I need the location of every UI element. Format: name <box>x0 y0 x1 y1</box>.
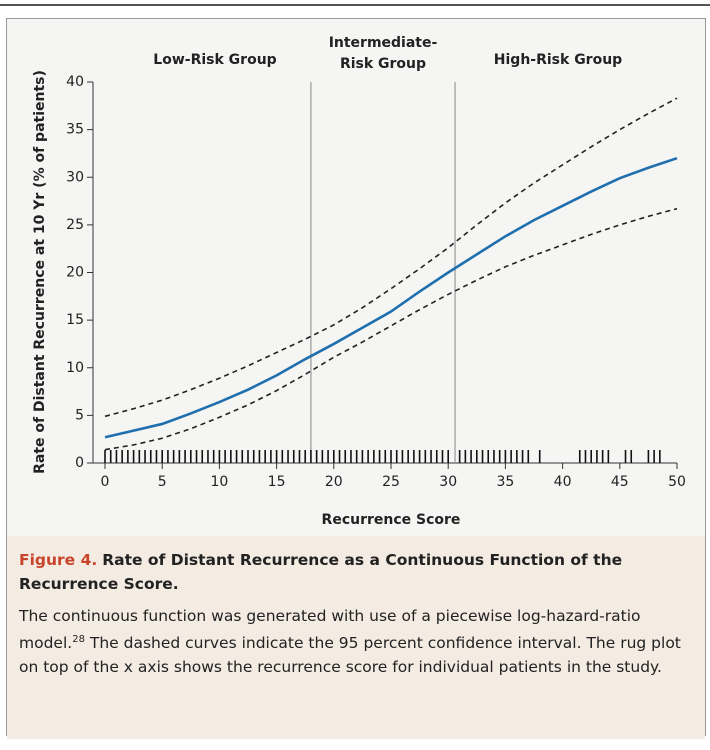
y-tick-label: 15 <box>66 312 84 328</box>
x-tick-label: 10 <box>210 474 228 490</box>
annotation: Intermediate- <box>329 35 438 51</box>
x-axis-label: Recurrence Score <box>322 512 461 528</box>
x-tick-label: 0 <box>101 474 110 490</box>
series-line <box>104 207 678 451</box>
y-tick-label: 35 <box>66 122 84 138</box>
x-tick-label: 45 <box>611 474 629 490</box>
y-tick-label: 10 <box>66 360 84 376</box>
annotation: Risk Group <box>340 56 426 72</box>
y-tick-label: 5 <box>75 407 84 423</box>
y-axis-label: Rate of Distant Recurrence at 10 Yr (% o… <box>32 70 48 474</box>
y-tick-label: 20 <box>66 265 84 281</box>
series-line <box>104 97 678 418</box>
caption-text: The dashed curves indicate the 95 percen… <box>19 634 681 677</box>
x-tick-label: 50 <box>668 474 686 490</box>
annotation: Low-Risk Group <box>153 52 276 68</box>
figure-label: Figure 4. <box>19 551 98 569</box>
x-tick-label: 25 <box>382 474 400 490</box>
x-tick-label: 35 <box>496 474 514 490</box>
caption-text: The continuous function was generated wi… <box>19 607 641 653</box>
caption: Figure 4. Rate of Distant Recurrence as … <box>7 536 705 739</box>
x-tick-label: 15 <box>268 474 286 490</box>
y-tick-label: 0 <box>75 455 84 471</box>
y-tick-label: 40 <box>66 74 84 90</box>
x-tick-label: 5 <box>158 474 167 490</box>
series-line <box>104 156 678 439</box>
y-tick-label: 25 <box>66 217 84 233</box>
annotation: High-Risk Group <box>494 52 622 68</box>
x-tick-label: 40 <box>554 474 572 490</box>
x-tick-label: 30 <box>439 474 457 490</box>
figure-title: Rate of Distant Recurrence as a Continuo… <box>19 551 623 593</box>
x-tick-label: 20 <box>325 474 343 490</box>
reference: 28 <box>72 634 85 645</box>
y-tick-label: 30 <box>66 169 84 185</box>
